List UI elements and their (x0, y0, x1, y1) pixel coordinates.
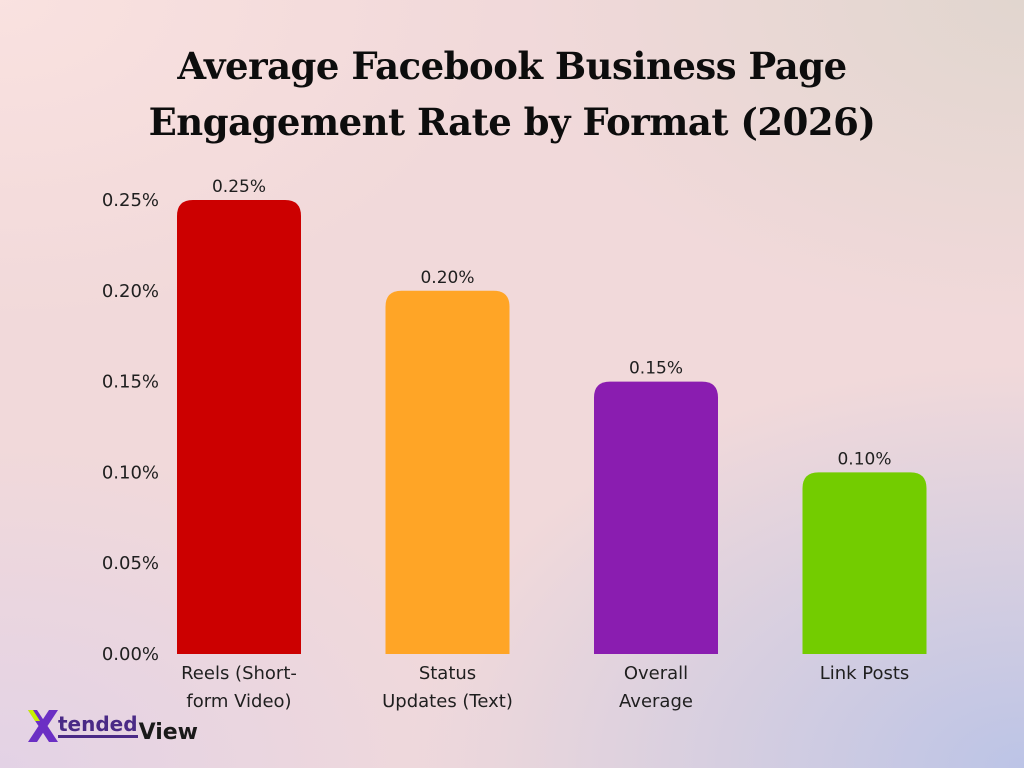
x-category-label: Status (419, 663, 476, 684)
x-category-label: form Video) (186, 691, 291, 712)
y-tick-label: 0.25% (102, 190, 159, 211)
x-category-label: Updates (Text) (382, 691, 513, 712)
x-category-label: Link Posts (820, 663, 910, 684)
logo-text-view: View (138, 720, 198, 745)
value-label: 0.15% (629, 359, 683, 379)
x-category-label: Reels (Short- (181, 663, 297, 684)
logo-text-tended: tended (58, 712, 138, 738)
brand-logo: tended View (26, 700, 198, 746)
bar-3 (594, 381, 718, 654)
chart-title-line-1: Average Facebook Business Page (177, 44, 847, 88)
logo-x-icon (28, 710, 58, 742)
logo-wordmark: tended View (58, 714, 198, 746)
bar-4 (802, 472, 927, 654)
chart-title: Average Facebook Business Page Engagemen… (0, 38, 1024, 150)
chart-title-line-2: Engagement Rate by Format (2026) (148, 100, 876, 144)
value-label: 0.10% (837, 449, 891, 469)
y-tick-label: 0.15% (102, 372, 159, 393)
y-tick-label: 0.05% (102, 553, 159, 574)
bar-2 (385, 290, 510, 654)
value-label: 0.25% (212, 177, 266, 197)
y-tick-label: 0.20% (102, 281, 159, 302)
bar-1 (177, 200, 301, 654)
value-label: 0.20% (420, 268, 474, 288)
x-category-label: Overall (624, 663, 688, 684)
y-tick-label: 0.10% (102, 462, 159, 483)
x-category-label: Average (619, 691, 693, 712)
y-tick-label: 0.00% (102, 644, 159, 665)
